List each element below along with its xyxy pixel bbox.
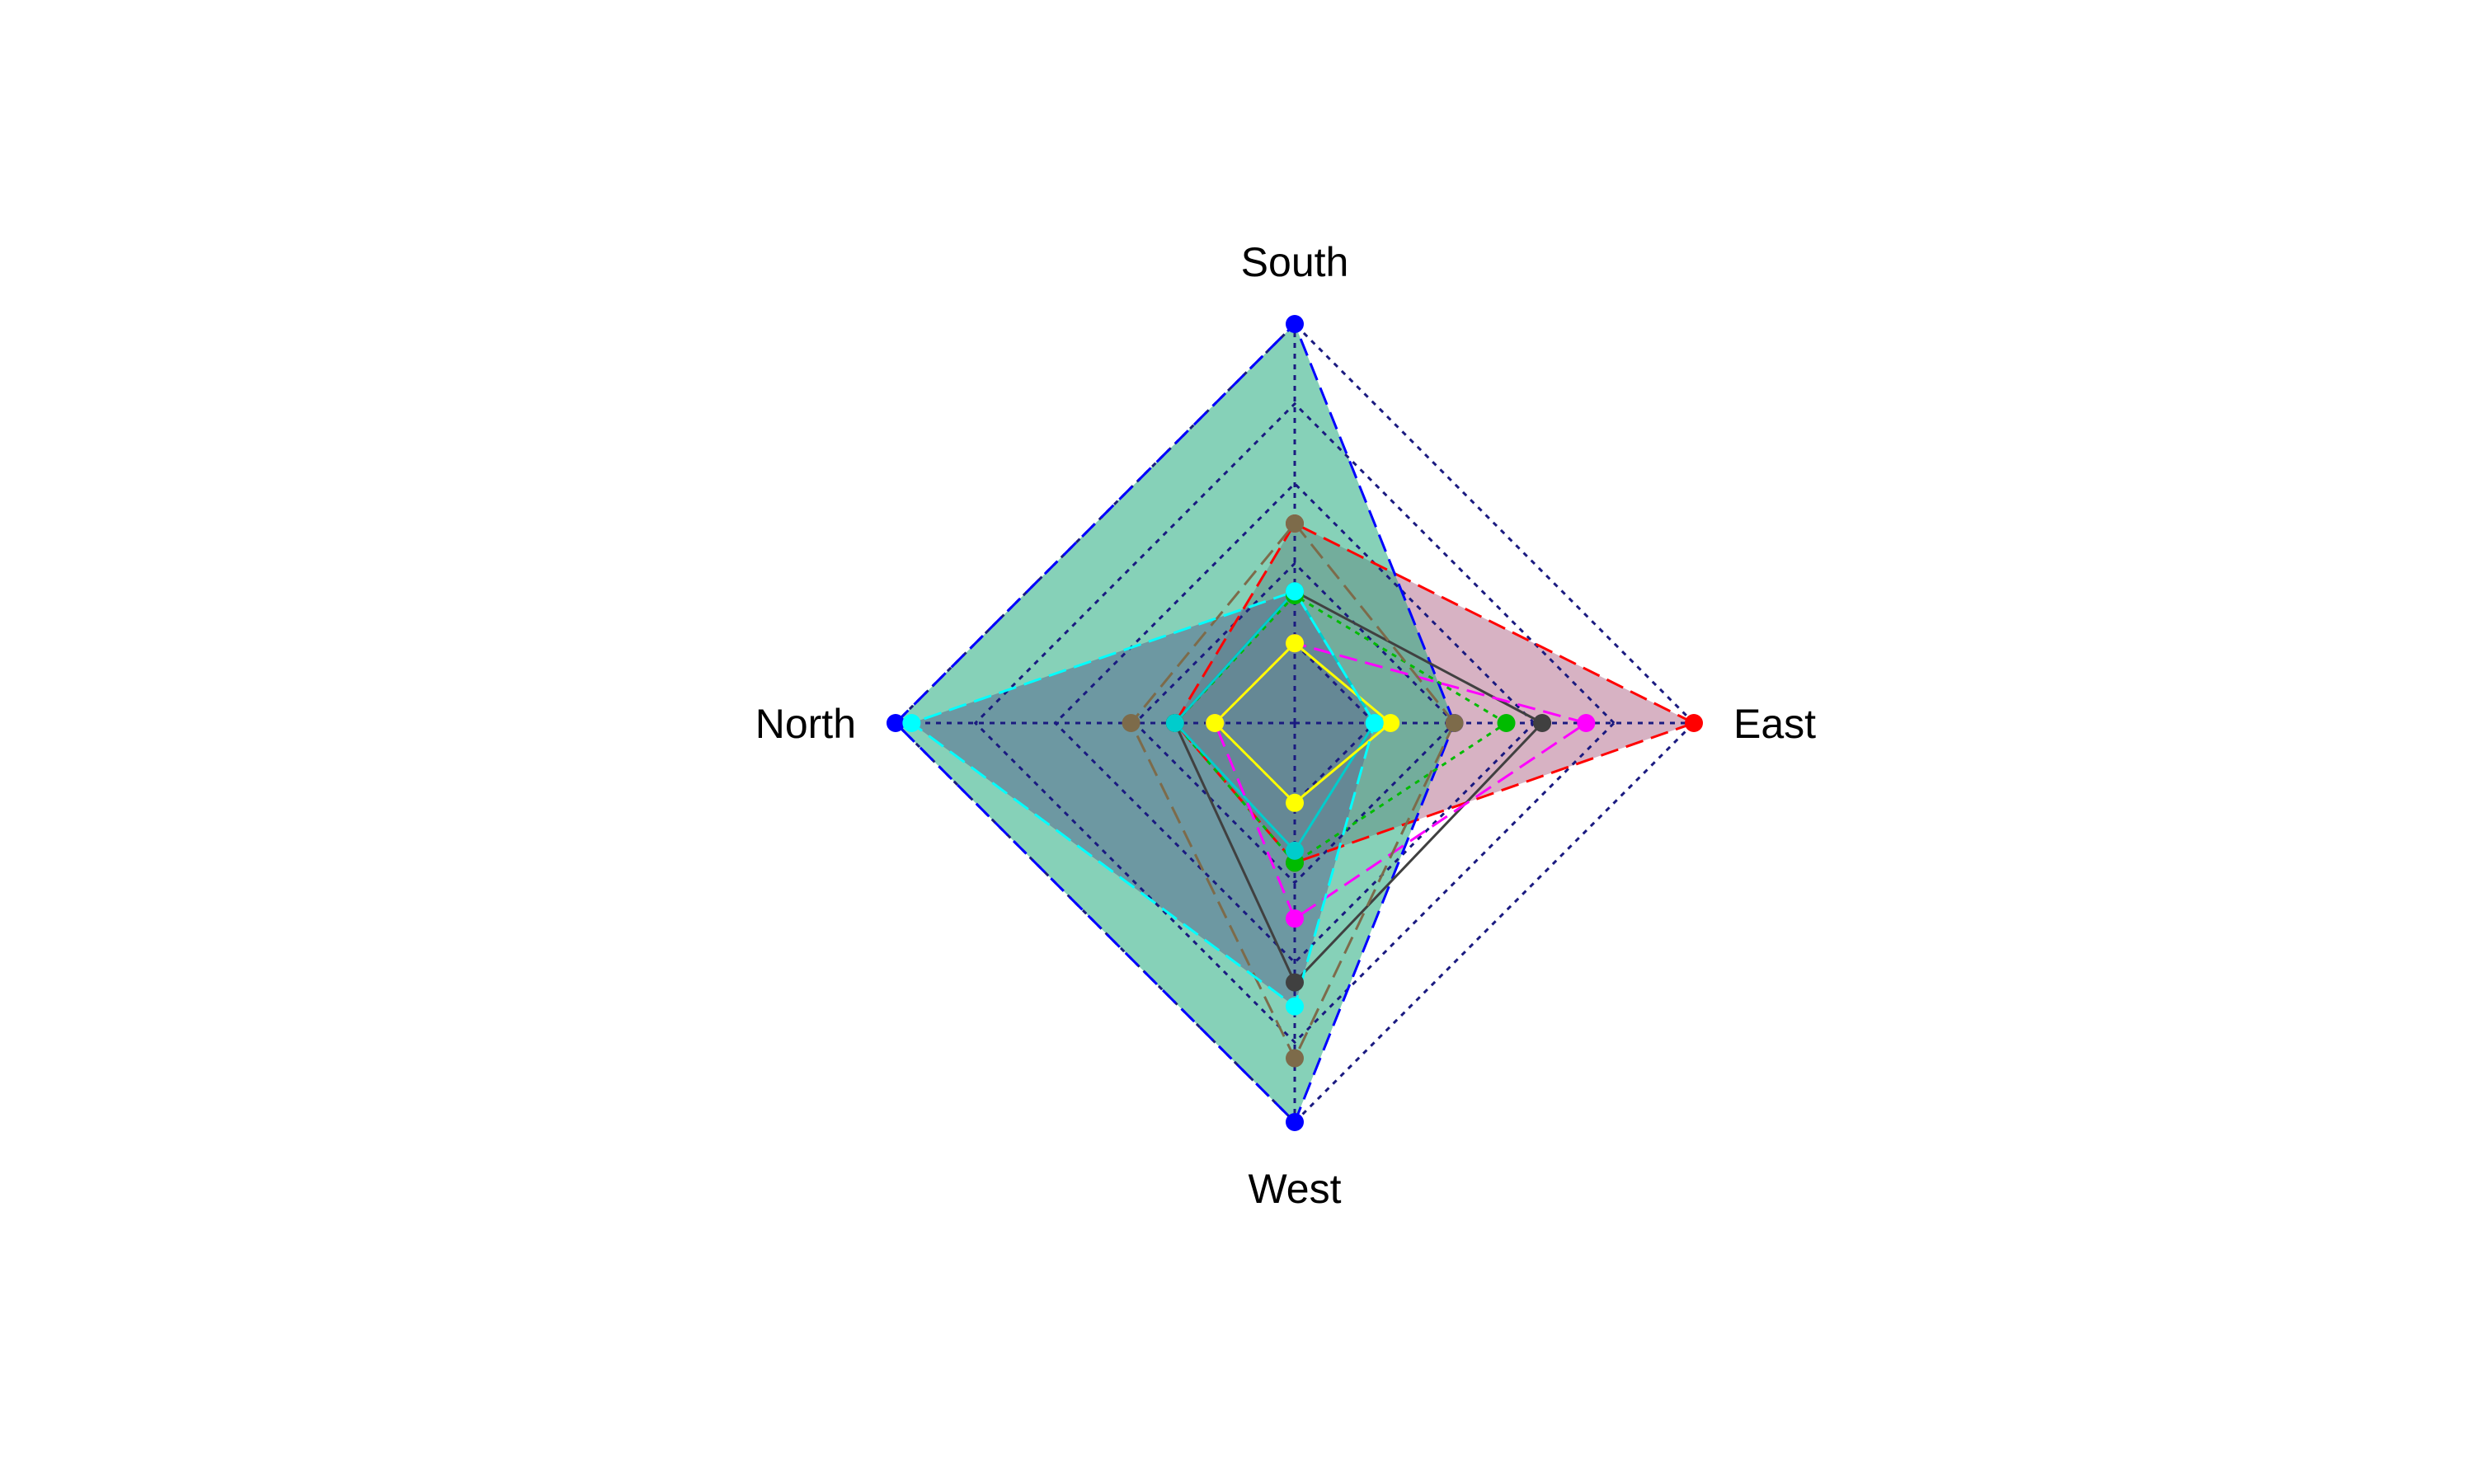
series-2-point-north <box>887 714 905 732</box>
series-9-point-south <box>1286 582 1304 601</box>
series-7-point-north <box>1206 714 1225 732</box>
series-4-point-east <box>1533 714 1552 732</box>
series-8-point-east <box>1445 714 1464 732</box>
series-5-point-north <box>1165 714 1184 732</box>
series-6-point-west <box>1286 909 1304 928</box>
series-2-point-west <box>1286 1113 1304 1131</box>
series-7-point-south <box>1286 634 1304 653</box>
axis-label-south: South <box>1241 239 1349 285</box>
axis-labels: East South North West <box>755 239 1816 1212</box>
series-8-point-north <box>1122 714 1141 732</box>
series-9-point-east <box>1365 714 1384 732</box>
series-1-line <box>1174 522 1696 864</box>
axis-label-east: East <box>1733 701 1816 747</box>
series-7-point-east <box>1381 714 1400 732</box>
axis-label-west: West <box>1249 1166 1342 1212</box>
series-1-point-east <box>1685 714 1703 732</box>
series-5-point-west <box>1286 841 1304 860</box>
axis-label-north: North <box>755 701 856 747</box>
series-3-point-east <box>1497 714 1516 732</box>
series-points <box>887 315 1703 1131</box>
series-8-point-south <box>1286 514 1304 533</box>
series-4-point-west <box>1286 973 1304 992</box>
series-6-point-east <box>1577 714 1596 732</box>
series-2-point-south <box>1286 315 1304 333</box>
series-9-point-north <box>902 714 921 732</box>
series-7-point-west <box>1286 793 1304 812</box>
grid-ring-4 <box>973 402 1616 1045</box>
series-8-point-west <box>1286 1049 1304 1068</box>
series-9-point-west <box>1286 997 1304 1016</box>
